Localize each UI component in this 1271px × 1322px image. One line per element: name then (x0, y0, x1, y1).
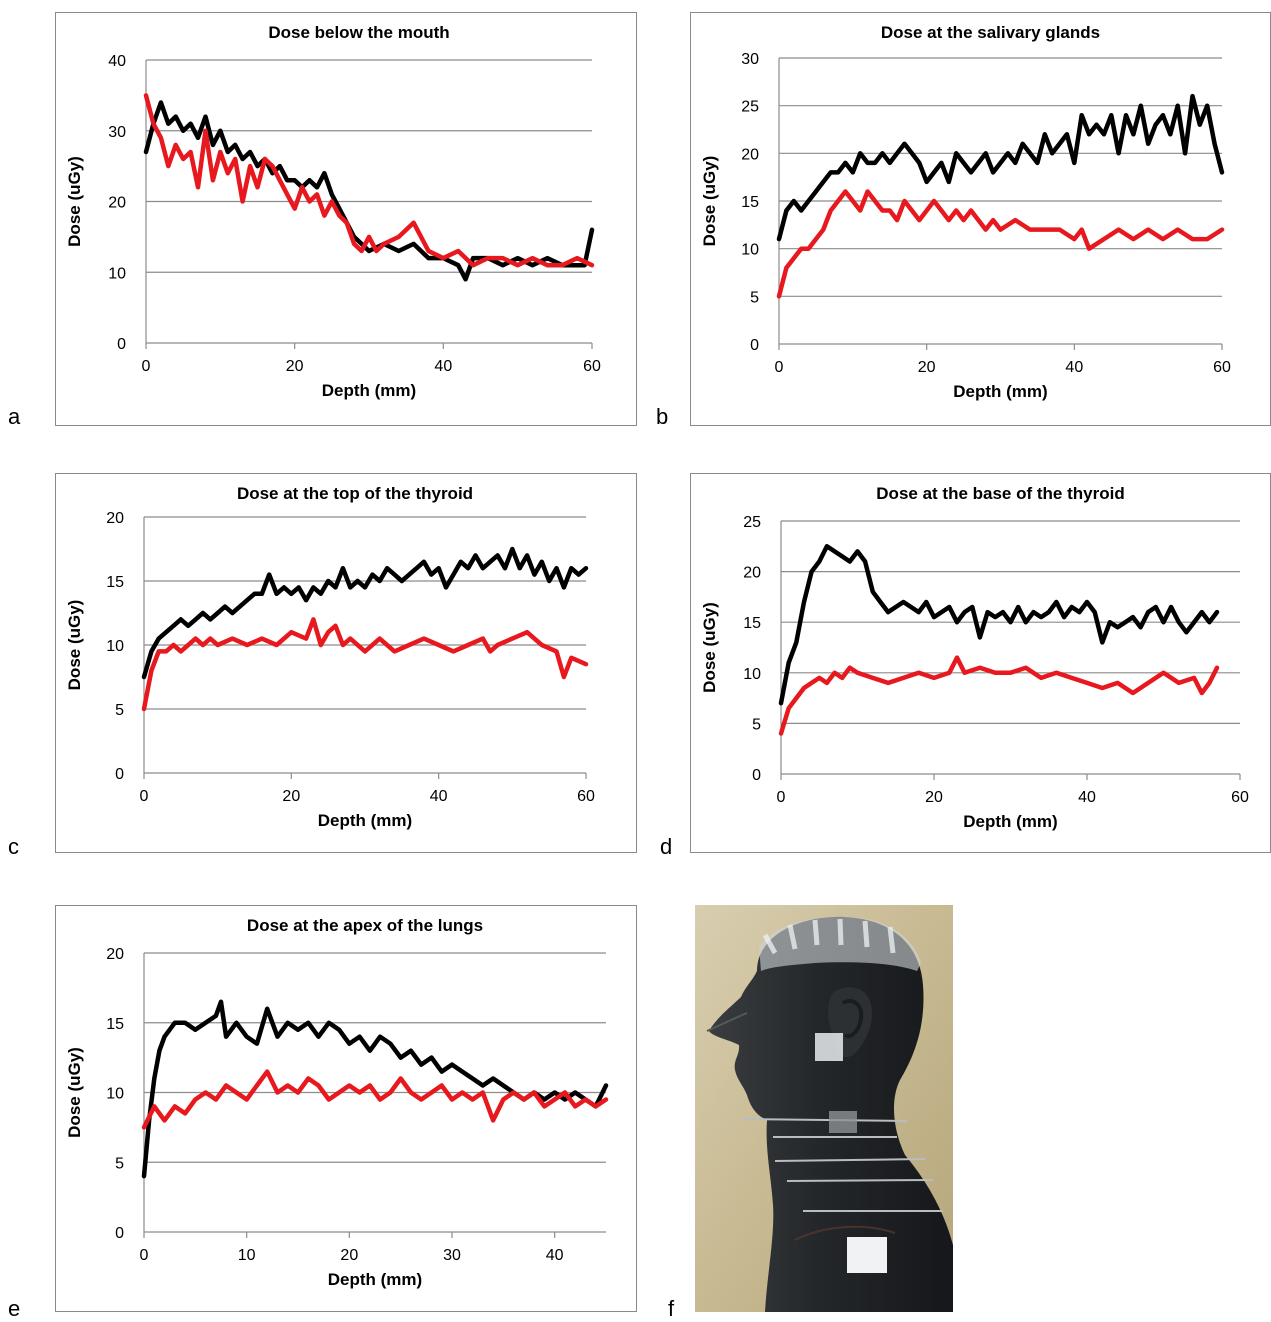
y-tick-label: 15 (106, 1016, 124, 1033)
x-tick-label: 60 (1231, 789, 1249, 806)
y-tick-label: 10 (108, 265, 126, 282)
y-tick-label: 30 (741, 51, 759, 68)
series-line-black (776, 93, 1225, 242)
y-tick-label: 0 (117, 336, 126, 353)
y-tick-label: 20 (108, 195, 126, 212)
y-tick-label: 10 (743, 666, 761, 683)
y-tick-label: 20 (106, 946, 124, 963)
x-tick-label: 20 (340, 1247, 358, 1264)
chart-panel-e: Dose at the apex of the lungs 0 5 10 15 20 0 10… (55, 905, 637, 1312)
x-tick-label: 60 (583, 358, 601, 375)
y-tick-label: 40 (108, 53, 126, 70)
chart-panel-a: Dose below the mouth 0 10 20 30 40 0 20 40 60 Dept… (55, 12, 637, 426)
panel-letter-d: d (660, 834, 673, 859)
x-tick-label: 10 (238, 1247, 256, 1264)
series-line-black (143, 100, 595, 282)
x-tick-label: 60 (577, 788, 595, 805)
y-axis-title: Dose (uGy) (700, 156, 719, 247)
x-axis-title: Depth (mm) (953, 382, 1047, 401)
y-axis-title: Dose (uGy) (65, 600, 84, 691)
x-axis-title: Depth (mm) (322, 381, 416, 400)
x-axis-title: Depth (mm) (318, 811, 412, 830)
x-tick-label: 0 (777, 789, 786, 806)
panel-letter-c: c (8, 834, 19, 859)
y-tick-label: 5 (115, 1155, 124, 1172)
y-tick-label: 0 (752, 767, 761, 784)
series-line-red (143, 93, 595, 268)
y-axis-title: Dose (uGy) (65, 156, 84, 247)
chart-title: Dose at the apex of the lungs (247, 916, 483, 935)
y-tick-label: 5 (750, 289, 759, 306)
x-tick-label: 0 (775, 359, 784, 376)
panel-letter-e: e (8, 1296, 21, 1321)
y-tick-label: 10 (106, 638, 124, 655)
panel-letter-a: a (8, 404, 21, 429)
x-axis-title: Depth (mm) (328, 1270, 422, 1289)
x-tick-label: 60 (1213, 359, 1231, 376)
y-tick-label: 10 (106, 1086, 124, 1103)
chart-panel-b: Dose at the salivary glands 0 5 10 15 20 25 30 0… (690, 12, 1271, 426)
x-tick-label: 40 (430, 788, 448, 805)
chart-title: Dose at the salivary glands (881, 23, 1100, 42)
y-tick-label: 30 (108, 124, 126, 141)
series-line-black (778, 544, 1220, 706)
y-tick-label: 15 (741, 194, 759, 211)
chart-title: Dose at the base of the thyroid (876, 484, 1124, 503)
chart-a-svg: Dose below the mouth 0 10 20 30 40 0 20 40 60 Dept… (65, 23, 601, 400)
y-tick-label: 25 (741, 99, 759, 116)
x-tick-label: 40 (1065, 359, 1083, 376)
chart-title: Dose at the top of the thyroid (237, 484, 473, 503)
chart-title: Dose below the mouth (268, 23, 449, 42)
chart-panel-c: Dose at the top of the thyroid 0 5 10 15 20 0 2… (55, 473, 637, 853)
y-tick-label: 5 (115, 702, 124, 719)
x-tick-label: 20 (286, 358, 304, 375)
x-tick-label: 20 (925, 789, 943, 806)
y-tick-label: 20 (741, 146, 759, 163)
series-line-black (141, 546, 589, 680)
x-tick-label: 40 (1078, 789, 1096, 806)
phantom-head-photo (695, 905, 953, 1312)
panel-letter-f: f (668, 1296, 675, 1321)
chart-b-svg: Dose at the salivary glands 0 5 10 15 20 25 30 0… (700, 23, 1231, 401)
x-tick-label: 0 (142, 358, 151, 375)
series-line-red (141, 1069, 609, 1130)
y-tick-label: 10 (741, 242, 759, 259)
y-tick-label: 0 (115, 1225, 124, 1242)
y-tick-label: 15 (106, 574, 124, 591)
x-tick-label: 0 (140, 788, 149, 805)
y-tick-label: 5 (752, 716, 761, 733)
y-tick-label: 20 (743, 565, 761, 582)
panel-letter-b: b (656, 404, 669, 429)
series-line-red (141, 617, 589, 712)
x-axis-title: Depth (mm) (963, 812, 1057, 831)
series-line-red (776, 189, 1225, 299)
x-tick-label: 20 (282, 788, 300, 805)
y-tick-label: 20 (106, 510, 124, 527)
x-tick-label: 0 (140, 1247, 149, 1264)
y-tick-label: 0 (115, 766, 124, 783)
chart-c-svg: Dose at the top of the thyroid 0 5 10 15 20 0 2… (65, 484, 595, 830)
x-tick-label: 40 (434, 358, 452, 375)
chart-panel-d: Dose at the base of the thyroid 0 5 10 15 20 2… (690, 473, 1271, 853)
y-tick-label: 0 (750, 337, 759, 354)
x-tick-label: 20 (918, 359, 936, 376)
y-axis-title: Dose (uGy) (700, 602, 719, 693)
chart-d-svg: Dose at the base of the thyroid 0 5 10 15 20 2… (700, 484, 1249, 831)
y-axis-title: Dose (uGy) (65, 1047, 84, 1138)
y-tick-label: 15 (743, 615, 761, 632)
y-tick-label: 25 (743, 514, 761, 531)
x-tick-label: 40 (546, 1247, 564, 1264)
chart-e-svg: Dose at the apex of the lungs 0 5 10 15 20 0 10… (65, 916, 609, 1289)
series-line-red (778, 655, 1220, 736)
x-tick-label: 30 (443, 1247, 461, 1264)
